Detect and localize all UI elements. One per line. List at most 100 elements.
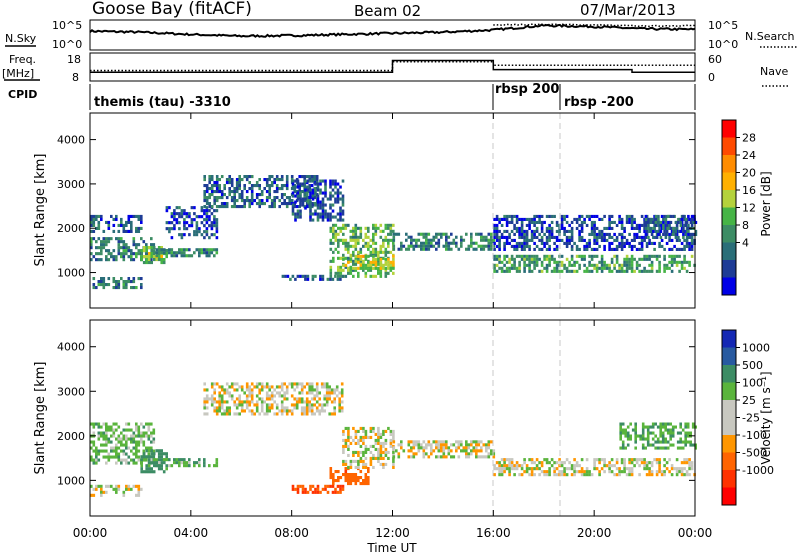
heatmap-cell bbox=[691, 425, 695, 429]
heatmap-cell bbox=[100, 249, 103, 253]
heatmap-cell bbox=[382, 456, 385, 460]
heatmap-cell bbox=[260, 409, 264, 413]
heatmap-cell bbox=[503, 217, 506, 221]
heatmap-cell bbox=[311, 218, 315, 222]
heatmap-cell bbox=[508, 214, 511, 218]
heatmap-cell bbox=[575, 217, 579, 221]
heatmap-cell bbox=[273, 394, 276, 398]
heatmap-cell bbox=[613, 263, 616, 267]
heatmap-cell bbox=[688, 217, 691, 221]
heatmap-cell bbox=[248, 409, 251, 413]
heatmap-cell bbox=[407, 440, 411, 444]
heatmap-cell bbox=[575, 461, 579, 465]
heatmap-cell bbox=[681, 440, 685, 444]
heatmap-cell bbox=[342, 241, 345, 245]
heatmap-cell bbox=[263, 412, 266, 416]
heatmap-cell bbox=[250, 193, 254, 197]
heatmap-cell bbox=[407, 449, 411, 453]
heatmap-cell bbox=[470, 440, 473, 444]
heatmap-cell bbox=[215, 175, 219, 179]
heatmap-cell bbox=[102, 240, 106, 244]
heatmap-cell bbox=[395, 232, 398, 236]
heatmap-cell bbox=[281, 274, 285, 278]
heatmap-cell bbox=[615, 260, 619, 264]
heatmap-cell bbox=[265, 184, 269, 188]
heatmap-cell bbox=[250, 382, 254, 386]
heatmap-cell bbox=[389, 250, 393, 254]
heatmap-cell bbox=[100, 246, 103, 250]
heatmap-cell bbox=[620, 220, 624, 224]
heatmap-cell bbox=[661, 446, 665, 450]
heatmap-cell bbox=[278, 178, 281, 182]
heatmap-cell bbox=[550, 235, 554, 239]
heatmap-cell bbox=[205, 254, 209, 258]
heatmap-cell bbox=[250, 409, 254, 413]
heatmap-cell bbox=[638, 223, 641, 227]
heatmap-cell bbox=[230, 394, 234, 398]
heatmap-cell bbox=[680, 470, 684, 474]
heatmap-cell bbox=[205, 221, 209, 225]
heatmap-cell bbox=[248, 385, 251, 389]
heatmap-cell bbox=[540, 235, 544, 239]
heatmap-cell bbox=[319, 215, 322, 219]
heatmap-cell bbox=[285, 181, 289, 185]
heatmap-cell bbox=[540, 461, 544, 465]
heatmap-cell bbox=[598, 229, 601, 233]
heatmap-cell bbox=[105, 461, 108, 465]
heatmap-cell bbox=[659, 434, 662, 438]
heatmap-cell bbox=[362, 429, 365, 433]
heatmap-cell bbox=[467, 452, 471, 456]
heatmap-cell bbox=[213, 196, 216, 200]
heatmap-cell bbox=[150, 467, 153, 471]
heatmap-cell bbox=[427, 455, 431, 459]
heatmap-cell bbox=[218, 205, 221, 209]
heatmap-cell bbox=[223, 202, 226, 206]
heatmap-cell bbox=[367, 226, 370, 230]
heatmap-cell bbox=[354, 459, 358, 463]
heatmap-cell bbox=[543, 244, 546, 248]
heatmap-cell bbox=[243, 187, 246, 191]
heatmap-cell bbox=[367, 235, 370, 239]
heatmap-cell bbox=[508, 269, 511, 273]
heatmap-cell bbox=[203, 209, 206, 213]
heatmap-cell bbox=[493, 263, 496, 267]
heatmap-cell bbox=[278, 205, 281, 209]
heatmap-cell bbox=[608, 464, 611, 468]
heatmap-cell bbox=[630, 260, 634, 264]
heatmap-cell bbox=[661, 437, 665, 441]
heatmap-cell bbox=[140, 255, 143, 259]
heatmap-cell bbox=[392, 263, 395, 267]
heatmap-cell bbox=[110, 428, 113, 432]
heatmap-cell bbox=[170, 254, 174, 258]
heatmap-cell bbox=[233, 400, 236, 404]
heatmap-cell bbox=[142, 434, 146, 438]
heatmap-cell bbox=[645, 244, 649, 248]
heatmap-cell bbox=[364, 462, 368, 466]
heatmap-cell bbox=[205, 412, 209, 416]
heatmap-cell bbox=[135, 449, 138, 453]
heatmap-cell bbox=[97, 431, 101, 435]
heatmap-cell bbox=[440, 455, 443, 459]
heatmap-cell bbox=[331, 209, 335, 213]
time-x-axis: 00:00 04:00 08:00 12:00 16:00 20:00 00:00 bbox=[73, 113, 712, 540]
heatmap-cell bbox=[309, 209, 312, 213]
heatmap-cell bbox=[364, 244, 368, 248]
heatmap-cell bbox=[308, 400, 311, 404]
heatmap-cell bbox=[354, 432, 358, 436]
heatmap-cell bbox=[102, 286, 106, 290]
heatmap-cell bbox=[135, 243, 138, 247]
heatmap-cell bbox=[644, 226, 648, 230]
heatmap-cell bbox=[630, 220, 634, 224]
heatmap-cell bbox=[684, 443, 687, 447]
heatmap-cell bbox=[528, 244, 531, 248]
heatmap-cell bbox=[392, 241, 395, 245]
heatmap-cell bbox=[115, 422, 118, 426]
heatmap-cell bbox=[260, 403, 264, 407]
heatmap-cell bbox=[477, 440, 481, 444]
heatmap-cell bbox=[283, 193, 286, 197]
heatmap-cell bbox=[210, 385, 214, 389]
heatmap-cell bbox=[280, 202, 284, 206]
heatmap-cell bbox=[621, 443, 625, 447]
heatmap-cell bbox=[295, 385, 299, 389]
